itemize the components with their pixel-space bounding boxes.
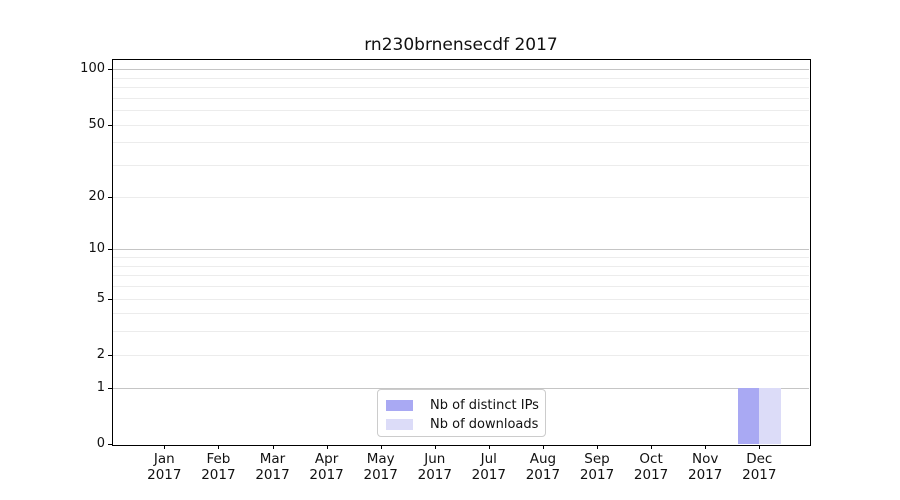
gridline-minor-6	[113, 286, 809, 287]
gridline-minor-20	[113, 196, 809, 198]
bar-nb-of-downloads-dec	[759, 387, 781, 444]
x-tick-month: Feb	[206, 451, 231, 467]
x-tick-label-dec: Dec 2017	[731, 451, 787, 483]
x-tick-nov	[705, 445, 707, 449]
x-tick-year: 2017	[633, 467, 669, 483]
y-tick-10	[108, 249, 112, 251]
legend-row-nb-of-distinct-ips: Nb of distinct IPs	[378, 396, 545, 415]
y-tick-label-10: 10	[88, 241, 105, 257]
y-tick-2	[108, 354, 112, 356]
y-tick-100	[108, 69, 112, 71]
legend-label: Nb of distinct IPs	[430, 398, 539, 413]
x-tick-month: Sep	[584, 451, 610, 467]
gridline-major-100	[113, 69, 809, 71]
y-tick-label-1: 1	[96, 379, 105, 395]
x-tick-month: May	[366, 451, 395, 467]
y-tick-label-20: 20	[88, 188, 105, 204]
y-tick-1	[108, 387, 112, 389]
x-tick-label-nov: Nov 2017	[677, 451, 733, 483]
x-tick-mar	[272, 445, 274, 449]
gridline-minor-30	[113, 165, 809, 167]
x-tick-label-oct: Oct 2017	[623, 451, 679, 483]
x-tick-month: Apr	[314, 451, 339, 467]
y-tick-label-50: 50	[88, 116, 105, 132]
x-tick-month: Mar	[259, 451, 286, 467]
x-tick-aug	[542, 445, 544, 449]
x-tick-label-apr: Apr 2017	[299, 451, 355, 483]
x-tick-month: Oct	[639, 451, 663, 467]
gridline-major-10	[113, 249, 809, 251]
gridline-minor-4	[113, 313, 809, 315]
x-tick-month: Jun	[424, 451, 446, 467]
bar-nb-of-distinct-ips-dec	[737, 387, 760, 444]
chart-title: rn230brnensecdf 2017	[364, 35, 558, 55]
y-tick-label-0: 0	[96, 436, 105, 451]
x-tick-label-aug: Aug 2017	[515, 451, 571, 483]
x-tick-year: 2017	[525, 467, 561, 483]
x-tick-label-jul: Jul 2017	[461, 451, 517, 483]
x-tick-sep	[597, 445, 598, 449]
x-tick-oct	[651, 445, 653, 449]
y-tick-label-5: 5	[96, 290, 105, 306]
y-tick-label-2: 2	[96, 346, 105, 362]
y-tick-20	[108, 196, 112, 198]
legend-label: Nb of downloads	[430, 417, 539, 432]
gridline-minor-7	[113, 275, 809, 277]
x-tick-year: 2017	[579, 467, 615, 483]
gridline-minor-90	[113, 77, 809, 79]
x-tick-label-feb: Feb 2017	[190, 451, 246, 483]
x-tick-jun	[434, 445, 436, 449]
x-tick-label-jan: Jan 2017	[136, 451, 192, 483]
legend-swatch-nb-of-downloads	[386, 419, 413, 430]
y-tick-5	[108, 298, 112, 300]
gridline-minor-2	[113, 354, 809, 356]
x-tick-month: Nov	[692, 451, 719, 467]
x-tick-label-jun: Jun 2017	[407, 451, 463, 483]
x-tick-apr	[326, 445, 328, 449]
gridline-minor-40	[113, 142, 809, 144]
gridline-minor-5	[113, 298, 809, 300]
y-tick-label-100: 100	[80, 61, 105, 77]
x-tick-year: 2017	[471, 467, 506, 483]
x-tick-year: 2017	[201, 467, 236, 483]
y-tick-50	[108, 124, 112, 126]
x-tick-month: Dec	[746, 451, 773, 467]
gridline-minor-80	[113, 87, 809, 89]
legend-row-nb-of-downloads: Nb of downloads	[378, 415, 545, 434]
x-tick-label-sep: Sep 2017	[569, 451, 625, 483]
x-tick-label-may: May 2017	[353, 451, 409, 483]
x-tick-year: 2017	[363, 467, 398, 483]
x-tick-year: 2017	[255, 467, 290, 483]
legend-swatch-nb-of-distinct-ips	[386, 400, 413, 411]
x-tick-year: 2017	[742, 467, 777, 483]
x-tick-jul	[488, 445, 490, 449]
gridline-minor-60	[113, 110, 809, 112]
x-tick-month: Jul	[480, 451, 497, 467]
x-tick-month: Jan	[153, 451, 175, 467]
gridline-minor-3	[113, 331, 809, 333]
x-tick-feb	[218, 445, 220, 449]
y-tick-0	[108, 444, 112, 445]
gridline-minor-8	[113, 265, 809, 267]
x-tick-may	[380, 445, 382, 449]
x-tick-month: Aug	[529, 451, 557, 467]
gridline-minor-70	[113, 97, 809, 99]
x-tick-dec	[759, 445, 761, 449]
x-tick-year: 2017	[688, 467, 723, 483]
legend: Nb of distinct IPs Nb of downloads	[377, 389, 546, 437]
x-tick-jan	[164, 445, 166, 449]
x-tick-year: 2017	[417, 467, 452, 483]
x-tick-year: 2017	[147, 467, 182, 483]
x-tick-label-mar: Mar 2017	[245, 451, 301, 483]
x-tick-year: 2017	[309, 467, 344, 483]
gridline-minor-9	[113, 257, 809, 258]
gridline-major-1	[113, 387, 809, 389]
gridline-minor-50	[113, 124, 809, 126]
